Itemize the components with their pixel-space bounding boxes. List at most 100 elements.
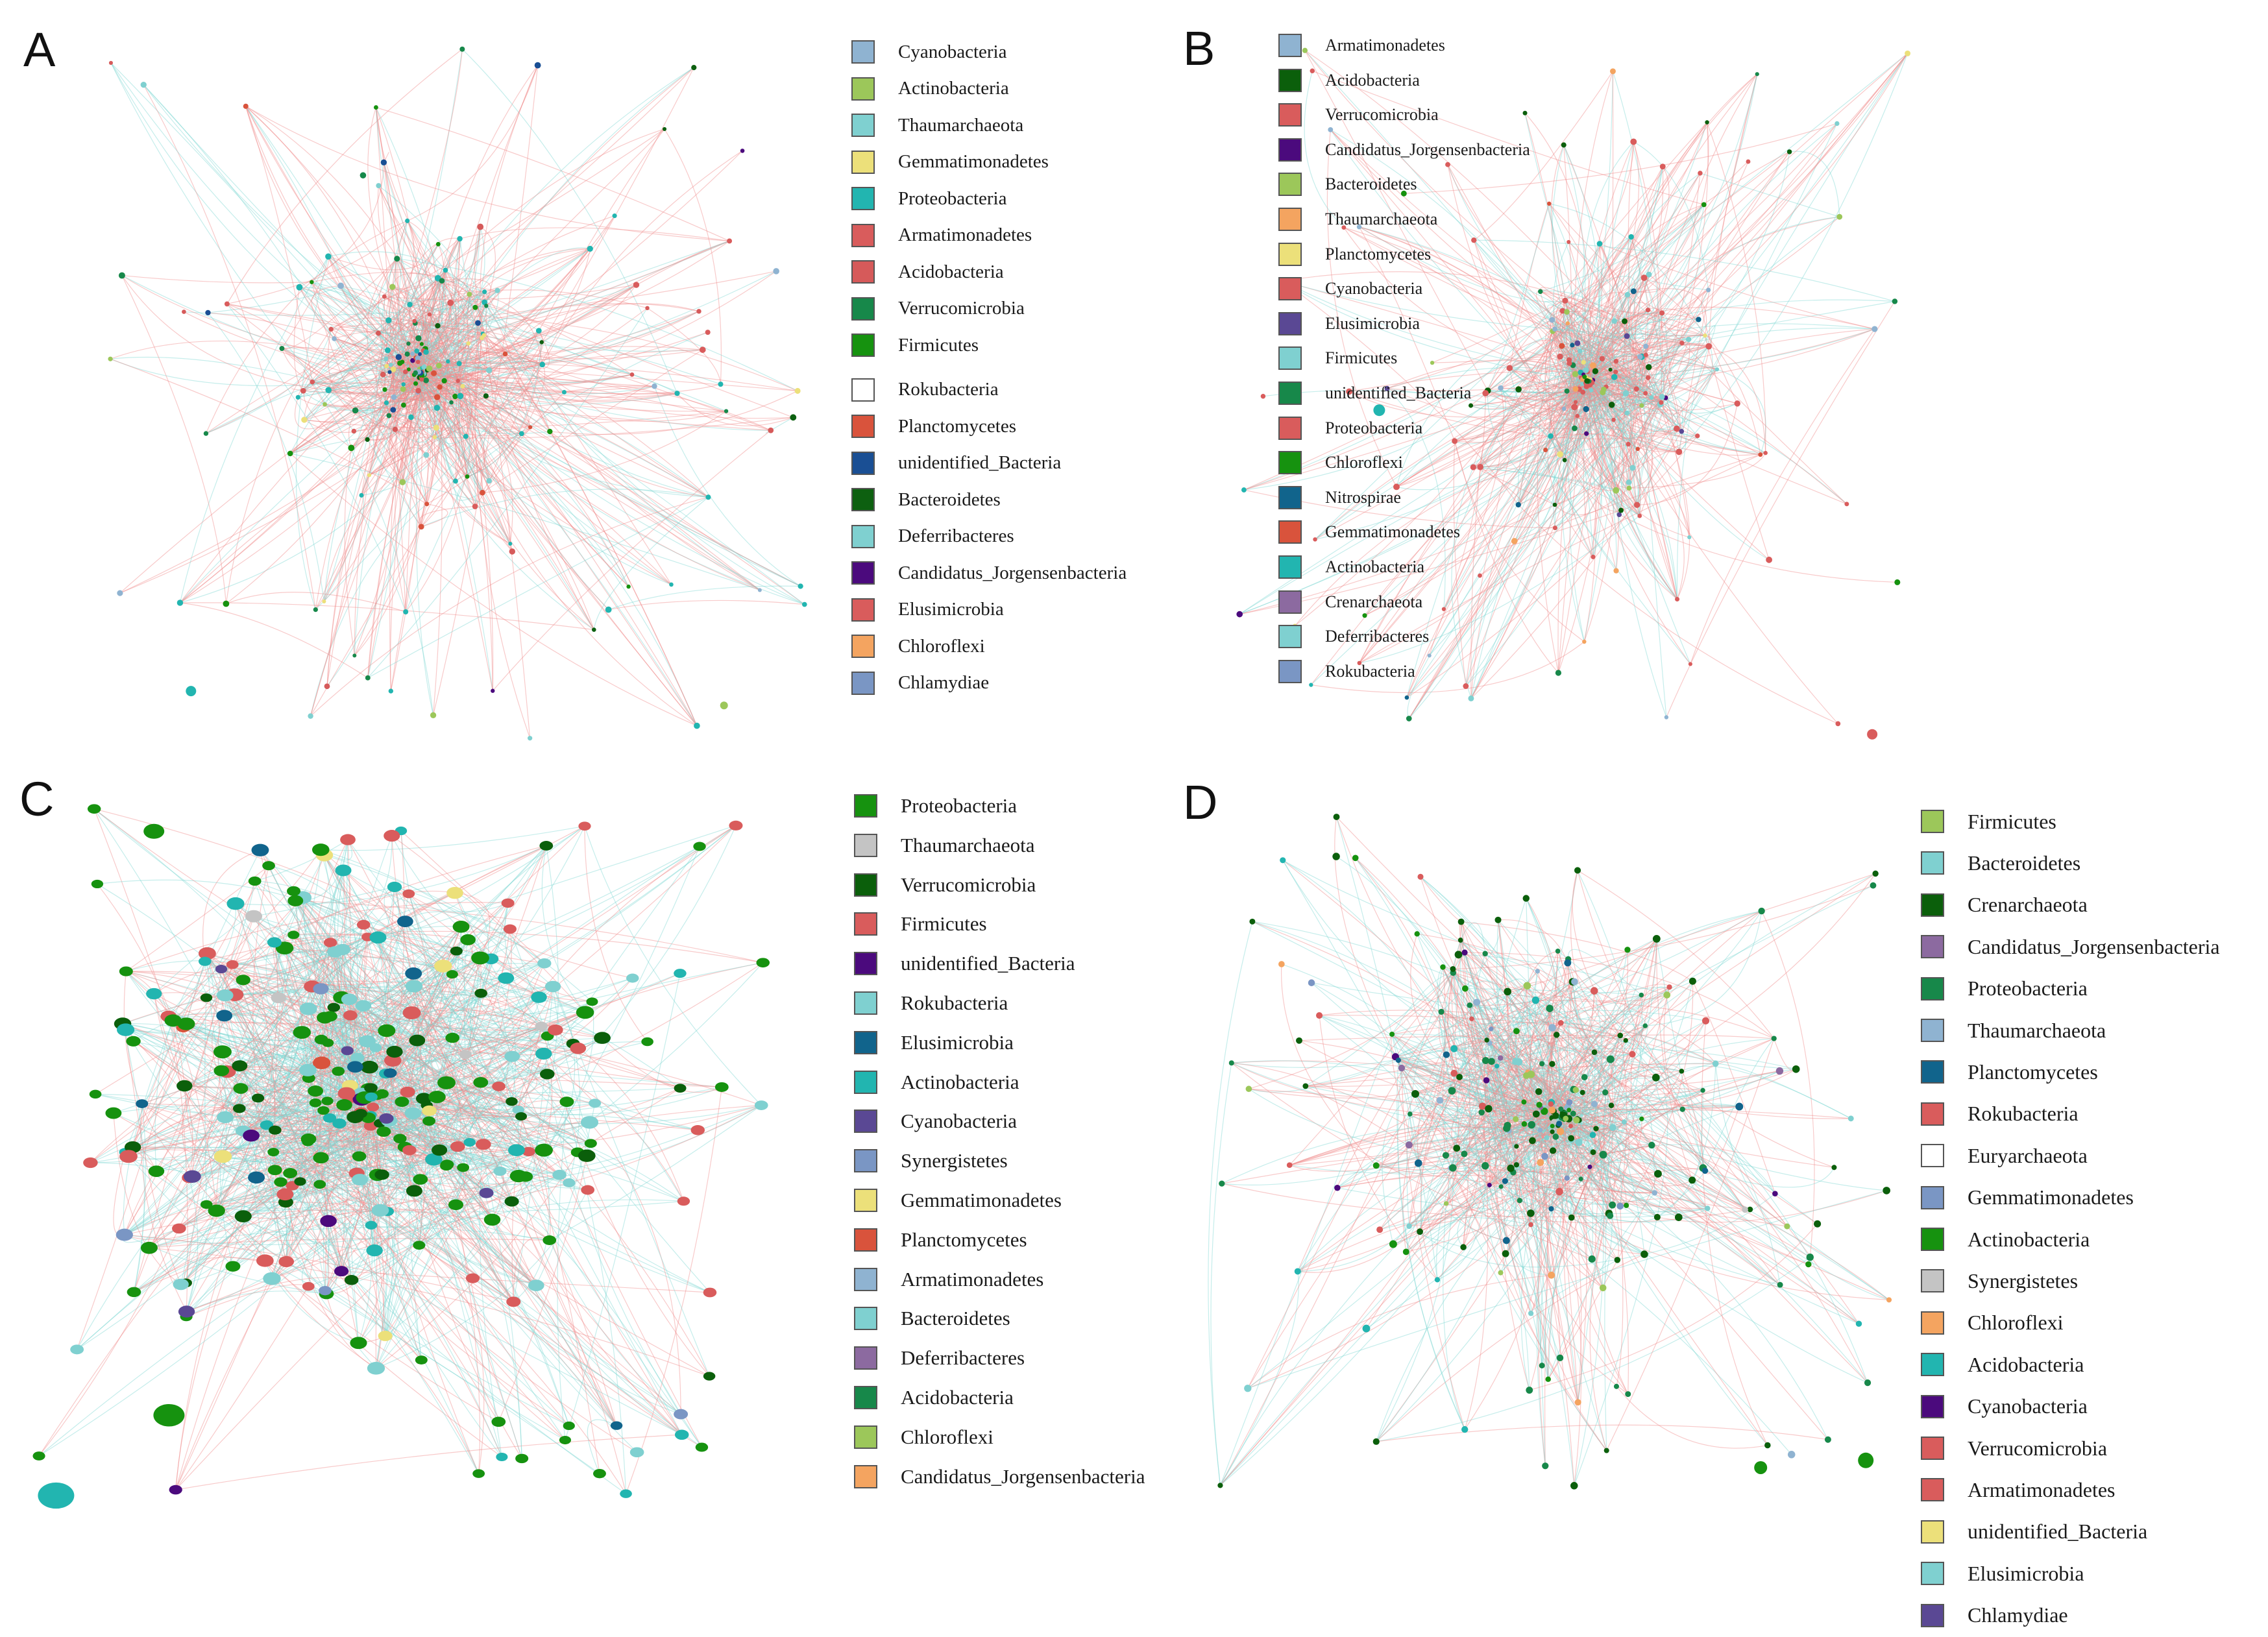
network-edge <box>239 1104 360 1157</box>
network-edge <box>465 436 698 727</box>
network-node <box>216 1010 233 1022</box>
network-edge <box>1589 381 1637 489</box>
network-node <box>205 309 211 316</box>
network-node <box>400 1086 415 1098</box>
network-edge <box>1556 358 1583 390</box>
network-edge <box>240 1088 342 1272</box>
network-node <box>1764 1442 1771 1449</box>
network-edge <box>1359 226 1646 356</box>
network-node <box>539 340 544 345</box>
network-edge <box>298 1042 328 1104</box>
network-edge <box>1419 981 1573 1232</box>
network-edge <box>1398 1060 1594 1153</box>
network-edge <box>1568 166 1663 361</box>
legend-swatch <box>854 1267 877 1291</box>
network-edge <box>1337 1169 1567 1189</box>
network-edge <box>226 1071 352 1280</box>
network-edge <box>419 1244 617 1426</box>
network-edge <box>418 337 470 437</box>
network-edge <box>226 49 463 304</box>
network-node <box>294 1177 306 1186</box>
network-edge <box>1526 898 1557 1115</box>
network-edge <box>1644 396 1679 453</box>
network-node <box>367 1102 380 1112</box>
network-node <box>299 1002 317 1015</box>
network-edge <box>97 879 378 938</box>
network-edge <box>1454 921 1462 1049</box>
legend-item: Chlamydiae <box>851 670 989 696</box>
network-edge <box>1554 289 1709 505</box>
network-edge <box>378 937 420 1093</box>
network-edge <box>1708 74 1758 346</box>
network-node <box>452 920 470 933</box>
legend-item: Firmicutes <box>1278 345 1397 371</box>
network-node <box>544 980 561 993</box>
network-node <box>433 404 441 411</box>
network-edge <box>1637 321 1646 346</box>
network-edge <box>224 997 342 1017</box>
network-edge <box>350 986 554 1086</box>
network-edge <box>1536 1125 1559 1466</box>
network-edge <box>441 278 492 303</box>
network-edge <box>222 1156 626 1494</box>
network-node <box>182 309 186 314</box>
network-edge <box>371 1115 711 1293</box>
network-edge <box>1415 1093 1552 1276</box>
network-node <box>645 306 650 311</box>
network-node <box>1498 385 1504 391</box>
network-node <box>140 1241 158 1254</box>
network-node <box>293 1026 311 1039</box>
network-edge <box>421 359 565 393</box>
network-edge <box>403 368 433 393</box>
network-edge <box>265 1181 311 1261</box>
network-edge <box>124 1032 302 1235</box>
network-edge <box>149 1085 499 1248</box>
network-node <box>358 1035 376 1048</box>
network-edge <box>1460 940 1506 1254</box>
network-edge <box>1575 353 1616 363</box>
legend-item: Candidatus_Jorgensenbacteria <box>854 1464 1145 1490</box>
network-edge <box>1446 1161 1705 1204</box>
network-node <box>652 383 657 389</box>
network-edge <box>385 294 470 359</box>
network-edge <box>1559 1154 1605 1199</box>
network-edge <box>363 1005 385 1089</box>
network-edge <box>1461 921 1585 1078</box>
network-edge <box>274 1104 345 1134</box>
network-edge <box>455 1204 481 1474</box>
network-edge <box>457 380 513 544</box>
network-edge <box>1585 386 1661 405</box>
legend-label: Armatimonadetes <box>901 1267 1044 1291</box>
network-edge <box>173 1020 400 1139</box>
legend-swatch <box>851 671 875 695</box>
network-node <box>1618 507 1624 513</box>
network-edge <box>425 965 444 1111</box>
network-edge <box>1523 1102 1549 1390</box>
network-edge <box>1454 1048 1568 1106</box>
network-edge <box>421 375 727 412</box>
network-edge <box>1456 1061 1517 1148</box>
network-edge <box>1470 390 1592 699</box>
network-edge <box>1565 300 1663 397</box>
network-edge <box>479 1144 502 1457</box>
network-node <box>365 1092 378 1102</box>
network-edge <box>1305 1034 1557 1087</box>
network-node <box>1400 190 1407 197</box>
network-edge <box>1552 1025 1646 1151</box>
network-edge <box>1464 952 1572 1218</box>
network-edge <box>1446 1054 1780 1087</box>
network-node <box>1758 452 1763 457</box>
network-node <box>1806 1254 1814 1261</box>
network-node <box>395 354 402 361</box>
network-edge <box>1535 873 1876 1115</box>
network-edge <box>1573 335 1628 429</box>
network-edge <box>1585 377 1646 406</box>
network-edge <box>1562 292 1628 311</box>
network-edge <box>1473 371 1616 468</box>
network-node <box>509 1169 528 1183</box>
network-edge <box>392 286 709 498</box>
network-node <box>440 1159 454 1170</box>
network-edge <box>367 380 445 440</box>
network-node <box>384 347 391 354</box>
legend-label: Firmicutes <box>1325 348 1398 368</box>
